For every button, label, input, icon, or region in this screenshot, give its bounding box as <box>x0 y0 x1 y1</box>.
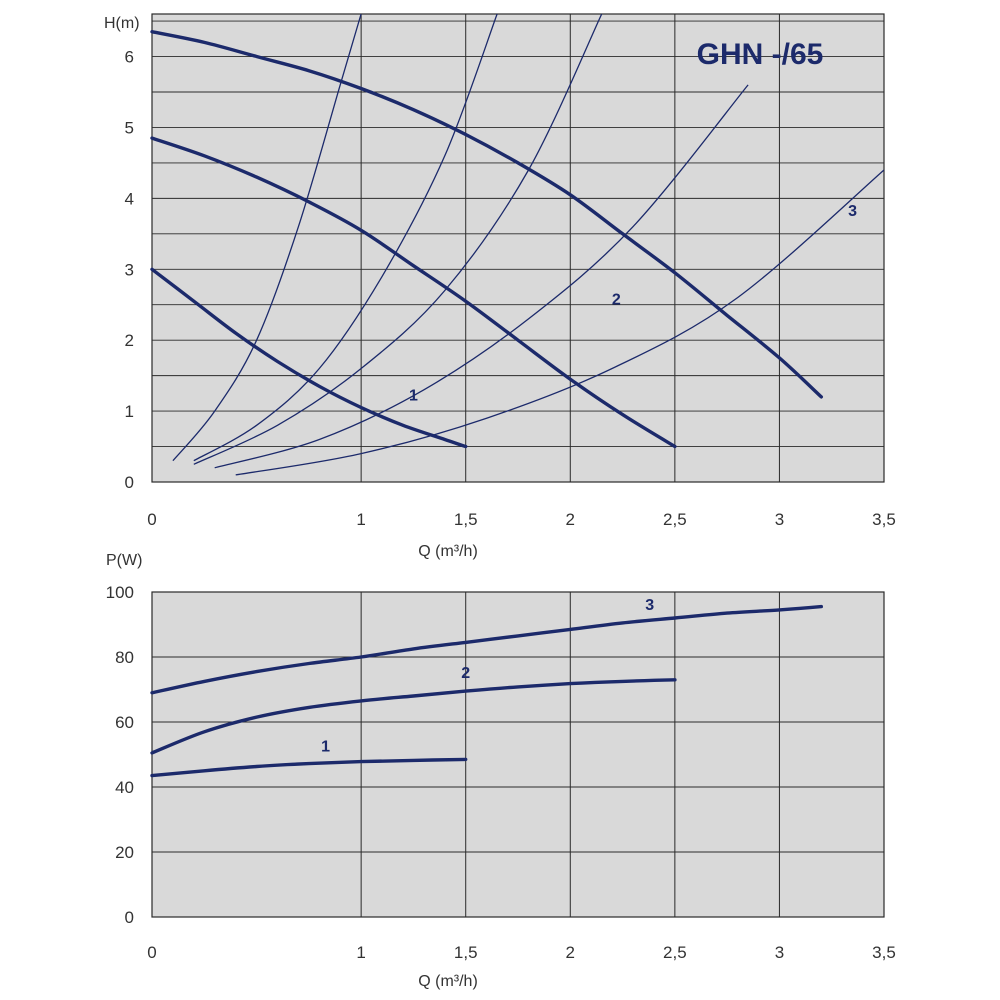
head-y-tick-label: 4 <box>125 189 134 208</box>
head-curve-speed-3 <box>150 30 823 399</box>
head-y-tick-label: 1 <box>125 402 134 421</box>
power-y-tick-label: 20 <box>115 843 134 862</box>
power-curve-speed-2 <box>150 678 677 755</box>
power-plot-area <box>151 591 885 918</box>
power-grid <box>151 591 885 918</box>
head-y-tick-label: 3 <box>125 260 134 279</box>
system-curve-line <box>193 14 603 465</box>
head-plot-area <box>151 13 885 483</box>
head-x-axis-label: Q (m³/h) <box>418 543 478 560</box>
power-x-tick-label: 1,5 <box>454 943 478 962</box>
head-x-tick-label: 2,5 <box>663 510 687 529</box>
head-x-tick-label: 0 <box>147 510 156 529</box>
power-x-tick-label: 2,5 <box>663 943 687 962</box>
power-y-tick-label: 100 <box>106 583 134 602</box>
system-curve-line <box>214 84 749 469</box>
head-chart: 0 1 1,5 2 2,5 3 3,5 0 1 2 3 4 5 6 Q (m³/h) H(m) 1 2 3 GHN -… <box>104 13 896 560</box>
system-curve-line <box>172 14 362 462</box>
head-system-curves <box>172 14 884 476</box>
power-x-tick-label: 2 <box>566 943 575 962</box>
power-chart: 0 1 1,5 2 2,5 3 3,5 0 20 40 60 80 100 Q (m³/h) P(W) 1 2 3 <box>106 552 896 990</box>
head-y-tick-label: 0 <box>125 473 134 492</box>
head-x-tick-label: 2 <box>566 510 575 529</box>
head-curve-label: 3 <box>848 203 857 220</box>
power-curve-speed-3 <box>150 604 823 695</box>
head-x-tick-label: 3,5 <box>872 510 896 529</box>
power-curve-label: 1 <box>321 738 330 755</box>
head-x-tick-label: 3 <box>775 510 784 529</box>
head-grid <box>151 14 885 482</box>
power-curve-speed-1 <box>150 757 468 778</box>
power-y-tick-label: 40 <box>115 778 134 797</box>
chart-title: GHN -/65 <box>697 38 824 71</box>
head-y-tick-label: 2 <box>125 331 134 350</box>
power-x-tick-label: 0 <box>147 943 156 962</box>
power-curve-label: 2 <box>461 665 470 682</box>
head-curve-label: 2 <box>612 292 621 309</box>
head-y-axis-label: H(m) <box>104 15 140 32</box>
power-curve-label: 3 <box>645 597 654 614</box>
power-x-tick-label: 3 <box>775 943 784 962</box>
system-curve-line <box>193 14 498 462</box>
power-y-tick-label: 60 <box>115 713 134 732</box>
head-curve-speed-1 <box>150 267 468 449</box>
head-curve-speed-2 <box>150 136 677 449</box>
head-y-tick-label: 5 <box>125 118 134 137</box>
power-x-axis-label: Q (m³/h) <box>418 973 478 990</box>
power-x-tick-label: 1 <box>356 943 365 962</box>
power-x-tick-label: 3,5 <box>872 943 896 962</box>
head-y-tick-label: 6 <box>125 48 134 67</box>
power-y-tick-label: 80 <box>115 648 134 667</box>
head-x-tick-label: 1,5 <box>454 510 478 529</box>
system-curve-line <box>235 169 884 476</box>
power-y-axis-label: P(W) <box>106 552 142 569</box>
head-x-tick-label: 1 <box>356 510 365 529</box>
power-y-tick-label: 0 <box>125 908 134 927</box>
head-curve-label: 1 <box>409 387 418 404</box>
